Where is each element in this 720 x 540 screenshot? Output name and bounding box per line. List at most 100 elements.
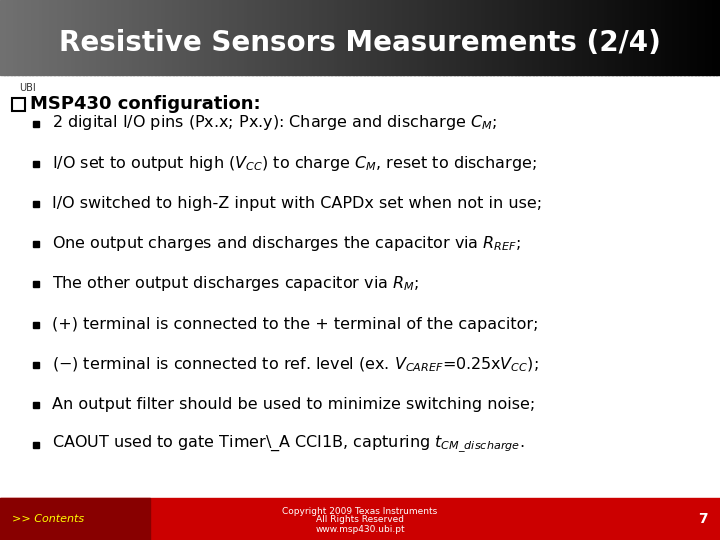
Bar bbox=[108, 0, 112, 75]
Text: Resistive Sensors Measurements (2/4): Resistive Sensors Measurements (2/4) bbox=[59, 29, 661, 57]
Bar bbox=[7, 0, 12, 75]
Bar bbox=[407, 0, 411, 75]
Bar bbox=[198, 0, 202, 75]
Text: One output charges and discharges the capacitor via $R_{REF}$;: One output charges and discharges the ca… bbox=[52, 234, 521, 253]
Bar bbox=[565, 0, 570, 75]
Bar bbox=[356, 0, 361, 75]
Bar bbox=[626, 0, 631, 75]
Bar bbox=[526, 0, 530, 75]
Bar bbox=[648, 0, 652, 75]
Bar bbox=[194, 0, 199, 75]
Bar bbox=[677, 0, 681, 75]
Bar bbox=[54, 0, 58, 75]
Bar bbox=[130, 0, 134, 75]
Bar bbox=[295, 0, 300, 75]
Bar bbox=[335, 0, 339, 75]
Text: ($-$) terminal is connected to ref. level (ex. $V_{CAREF}$=0.25x$V_{CC}$);: ($-$) terminal is connected to ref. leve… bbox=[52, 355, 539, 374]
Bar bbox=[612, 0, 616, 75]
Bar bbox=[47, 0, 51, 75]
Bar bbox=[706, 0, 710, 75]
Bar bbox=[11, 0, 15, 75]
Bar bbox=[544, 0, 548, 75]
Bar bbox=[504, 0, 508, 75]
Bar bbox=[33, 241, 39, 247]
Bar bbox=[511, 0, 516, 75]
Bar bbox=[432, 0, 436, 75]
Text: MSP430 configuration:: MSP430 configuration: bbox=[30, 95, 261, 113]
Bar bbox=[482, 0, 487, 75]
Bar bbox=[0, 0, 4, 75]
Bar bbox=[162, 0, 166, 75]
Bar bbox=[18, 0, 22, 75]
Bar bbox=[320, 0, 325, 75]
Bar bbox=[36, 0, 40, 75]
Bar bbox=[533, 0, 537, 75]
Bar bbox=[158, 0, 163, 75]
Bar bbox=[569, 0, 573, 75]
Bar bbox=[425, 0, 429, 75]
Bar bbox=[601, 0, 606, 75]
Bar bbox=[306, 0, 310, 75]
Bar bbox=[33, 201, 39, 207]
Bar bbox=[652, 0, 656, 75]
Bar bbox=[90, 0, 94, 75]
Bar bbox=[338, 0, 343, 75]
Bar bbox=[140, 0, 145, 75]
Bar bbox=[385, 0, 390, 75]
Bar bbox=[616, 0, 620, 75]
Bar bbox=[695, 0, 699, 75]
Bar bbox=[464, 0, 469, 75]
Bar bbox=[457, 0, 462, 75]
Bar bbox=[144, 0, 148, 75]
Bar bbox=[619, 0, 624, 75]
Bar bbox=[583, 0, 588, 75]
Bar bbox=[180, 0, 184, 75]
Text: (+) terminal is connected to the + terminal of the capacitor;: (+) terminal is connected to the + termi… bbox=[52, 316, 539, 332]
Bar bbox=[536, 0, 541, 75]
Bar bbox=[328, 0, 332, 75]
Bar bbox=[666, 0, 670, 75]
Bar bbox=[540, 0, 544, 75]
Bar bbox=[709, 0, 714, 75]
Bar bbox=[266, 0, 271, 75]
Bar bbox=[716, 0, 720, 75]
Bar bbox=[76, 0, 80, 75]
Bar bbox=[176, 0, 181, 75]
Bar bbox=[500, 0, 505, 75]
Bar bbox=[644, 0, 649, 75]
Bar bbox=[414, 0, 418, 75]
Bar bbox=[374, 0, 379, 75]
Bar bbox=[299, 0, 303, 75]
Bar bbox=[468, 0, 472, 75]
Bar bbox=[479, 0, 483, 75]
Bar bbox=[220, 0, 224, 75]
Bar bbox=[396, 0, 400, 75]
Bar bbox=[378, 0, 382, 75]
Bar bbox=[608, 0, 613, 75]
Bar bbox=[659, 0, 663, 75]
Bar bbox=[353, 0, 357, 75]
Bar bbox=[252, 0, 256, 75]
Text: I/O set to output high ($V_{CC}$) to charge $C_M$, reset to discharge;: I/O set to output high ($V_{CC}$) to cha… bbox=[52, 154, 537, 173]
Bar bbox=[191, 0, 195, 75]
Bar bbox=[22, 0, 26, 75]
Bar bbox=[346, 0, 350, 75]
Bar bbox=[518, 0, 523, 75]
Bar bbox=[33, 362, 39, 368]
Bar bbox=[594, 0, 598, 75]
Bar bbox=[623, 0, 627, 75]
Bar bbox=[558, 0, 562, 75]
Bar bbox=[50, 0, 55, 75]
Bar bbox=[61, 0, 66, 75]
Bar bbox=[360, 0, 364, 75]
Bar bbox=[428, 0, 433, 75]
Text: 2 digital I/O pins (Px.x; Px.y): Charge and discharge $C_M$;: 2 digital I/O pins (Px.x; Px.y): Charge … bbox=[52, 113, 497, 132]
Bar bbox=[234, 0, 238, 75]
Bar bbox=[713, 0, 717, 75]
Bar bbox=[508, 0, 512, 75]
Bar bbox=[515, 0, 519, 75]
Bar bbox=[248, 0, 253, 75]
Bar bbox=[97, 0, 102, 75]
Bar bbox=[580, 0, 584, 75]
Bar bbox=[688, 0, 692, 75]
